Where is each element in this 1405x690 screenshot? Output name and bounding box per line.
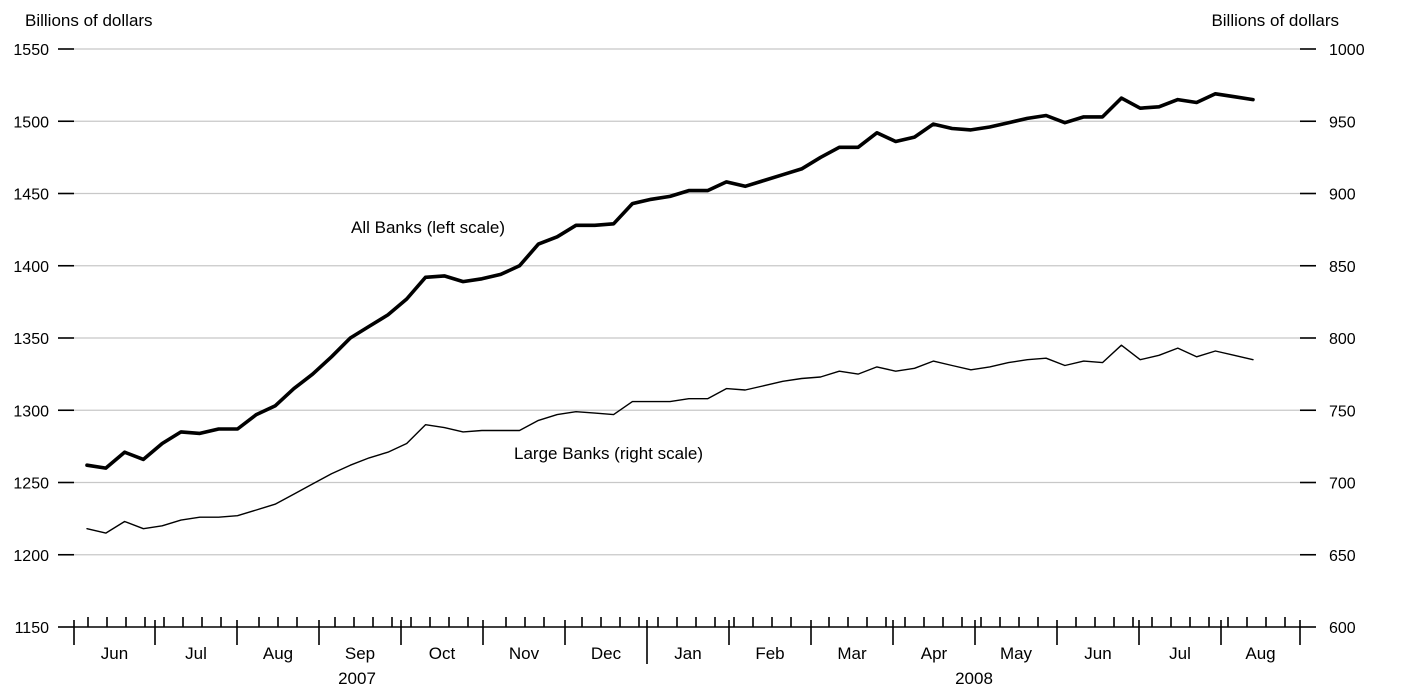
series-label-large-banks: Large Banks (right scale) bbox=[514, 444, 703, 463]
month-label: Jan bbox=[674, 644, 701, 663]
right-tick-label: 700 bbox=[1329, 476, 1356, 493]
right-tick-label: 800 bbox=[1329, 331, 1356, 348]
left-tick-label: 1150 bbox=[15, 620, 50, 637]
right-tick-label: 950 bbox=[1329, 114, 1356, 131]
left-tick-label: 1300 bbox=[13, 403, 49, 420]
right-tick-label: 900 bbox=[1329, 187, 1356, 204]
month-label: Mar bbox=[837, 644, 867, 663]
gridlines bbox=[74, 48, 1300, 556]
left-axis: 1150 1200 1250 1300 1350 1400 1450 1500 1550 bbox=[13, 42, 74, 637]
right-tick-label: 750 bbox=[1329, 403, 1356, 420]
month-label: Jun bbox=[101, 644, 128, 663]
left-tick-label: 1450 bbox=[13, 187, 49, 204]
month-label: Dec bbox=[591, 644, 622, 663]
left-tick-label: 1350 bbox=[13, 331, 49, 348]
month-label: May bbox=[1000, 644, 1033, 663]
month-label: Nov bbox=[509, 644, 540, 663]
series-group bbox=[85, 92, 1255, 534]
month-label: Aug bbox=[1245, 644, 1275, 663]
right-tick-label: 850 bbox=[1329, 259, 1356, 276]
right-axis-title: Billions of dollars bbox=[1211, 11, 1339, 30]
month-label: Aug bbox=[263, 644, 293, 663]
right-tick-label: 650 bbox=[1329, 548, 1356, 565]
month-label: Jul bbox=[185, 644, 207, 663]
right-tick-label: 600 bbox=[1329, 620, 1356, 637]
month-label: Oct bbox=[429, 644, 456, 663]
series-line-all-banks bbox=[85, 92, 1255, 470]
right-axis: 600 650 700 750 800 850 900 950 1000 bbox=[1300, 42, 1365, 637]
right-tick-label: 1000 bbox=[1329, 42, 1365, 59]
month-label: Apr bbox=[921, 644, 948, 663]
month-label: Feb bbox=[755, 644, 784, 663]
left-tick-label: 1550 bbox=[13, 42, 49, 59]
left-tick-label: 1250 bbox=[13, 476, 49, 493]
left-tick-label: 1400 bbox=[13, 259, 49, 276]
month-label: Sep bbox=[345, 644, 375, 663]
x-axis: Jun Jul Aug Sep Oct Nov Dec Jan Feb Mar Apr May Jun J… bbox=[73, 617, 1301, 688]
year-label: 2007 bbox=[338, 669, 376, 688]
left-tick-label: 1500 bbox=[13, 114, 49, 131]
year-label: 2008 bbox=[955, 669, 993, 688]
month-label: Jul bbox=[1169, 644, 1191, 663]
left-axis-title: Billions of dollars bbox=[25, 11, 153, 30]
left-tick-label: 1200 bbox=[13, 548, 49, 565]
series-label-all-banks: All Banks (left scale) bbox=[351, 218, 505, 237]
month-label: Jun bbox=[1084, 644, 1111, 663]
series-line-large-banks bbox=[86, 344, 1254, 534]
